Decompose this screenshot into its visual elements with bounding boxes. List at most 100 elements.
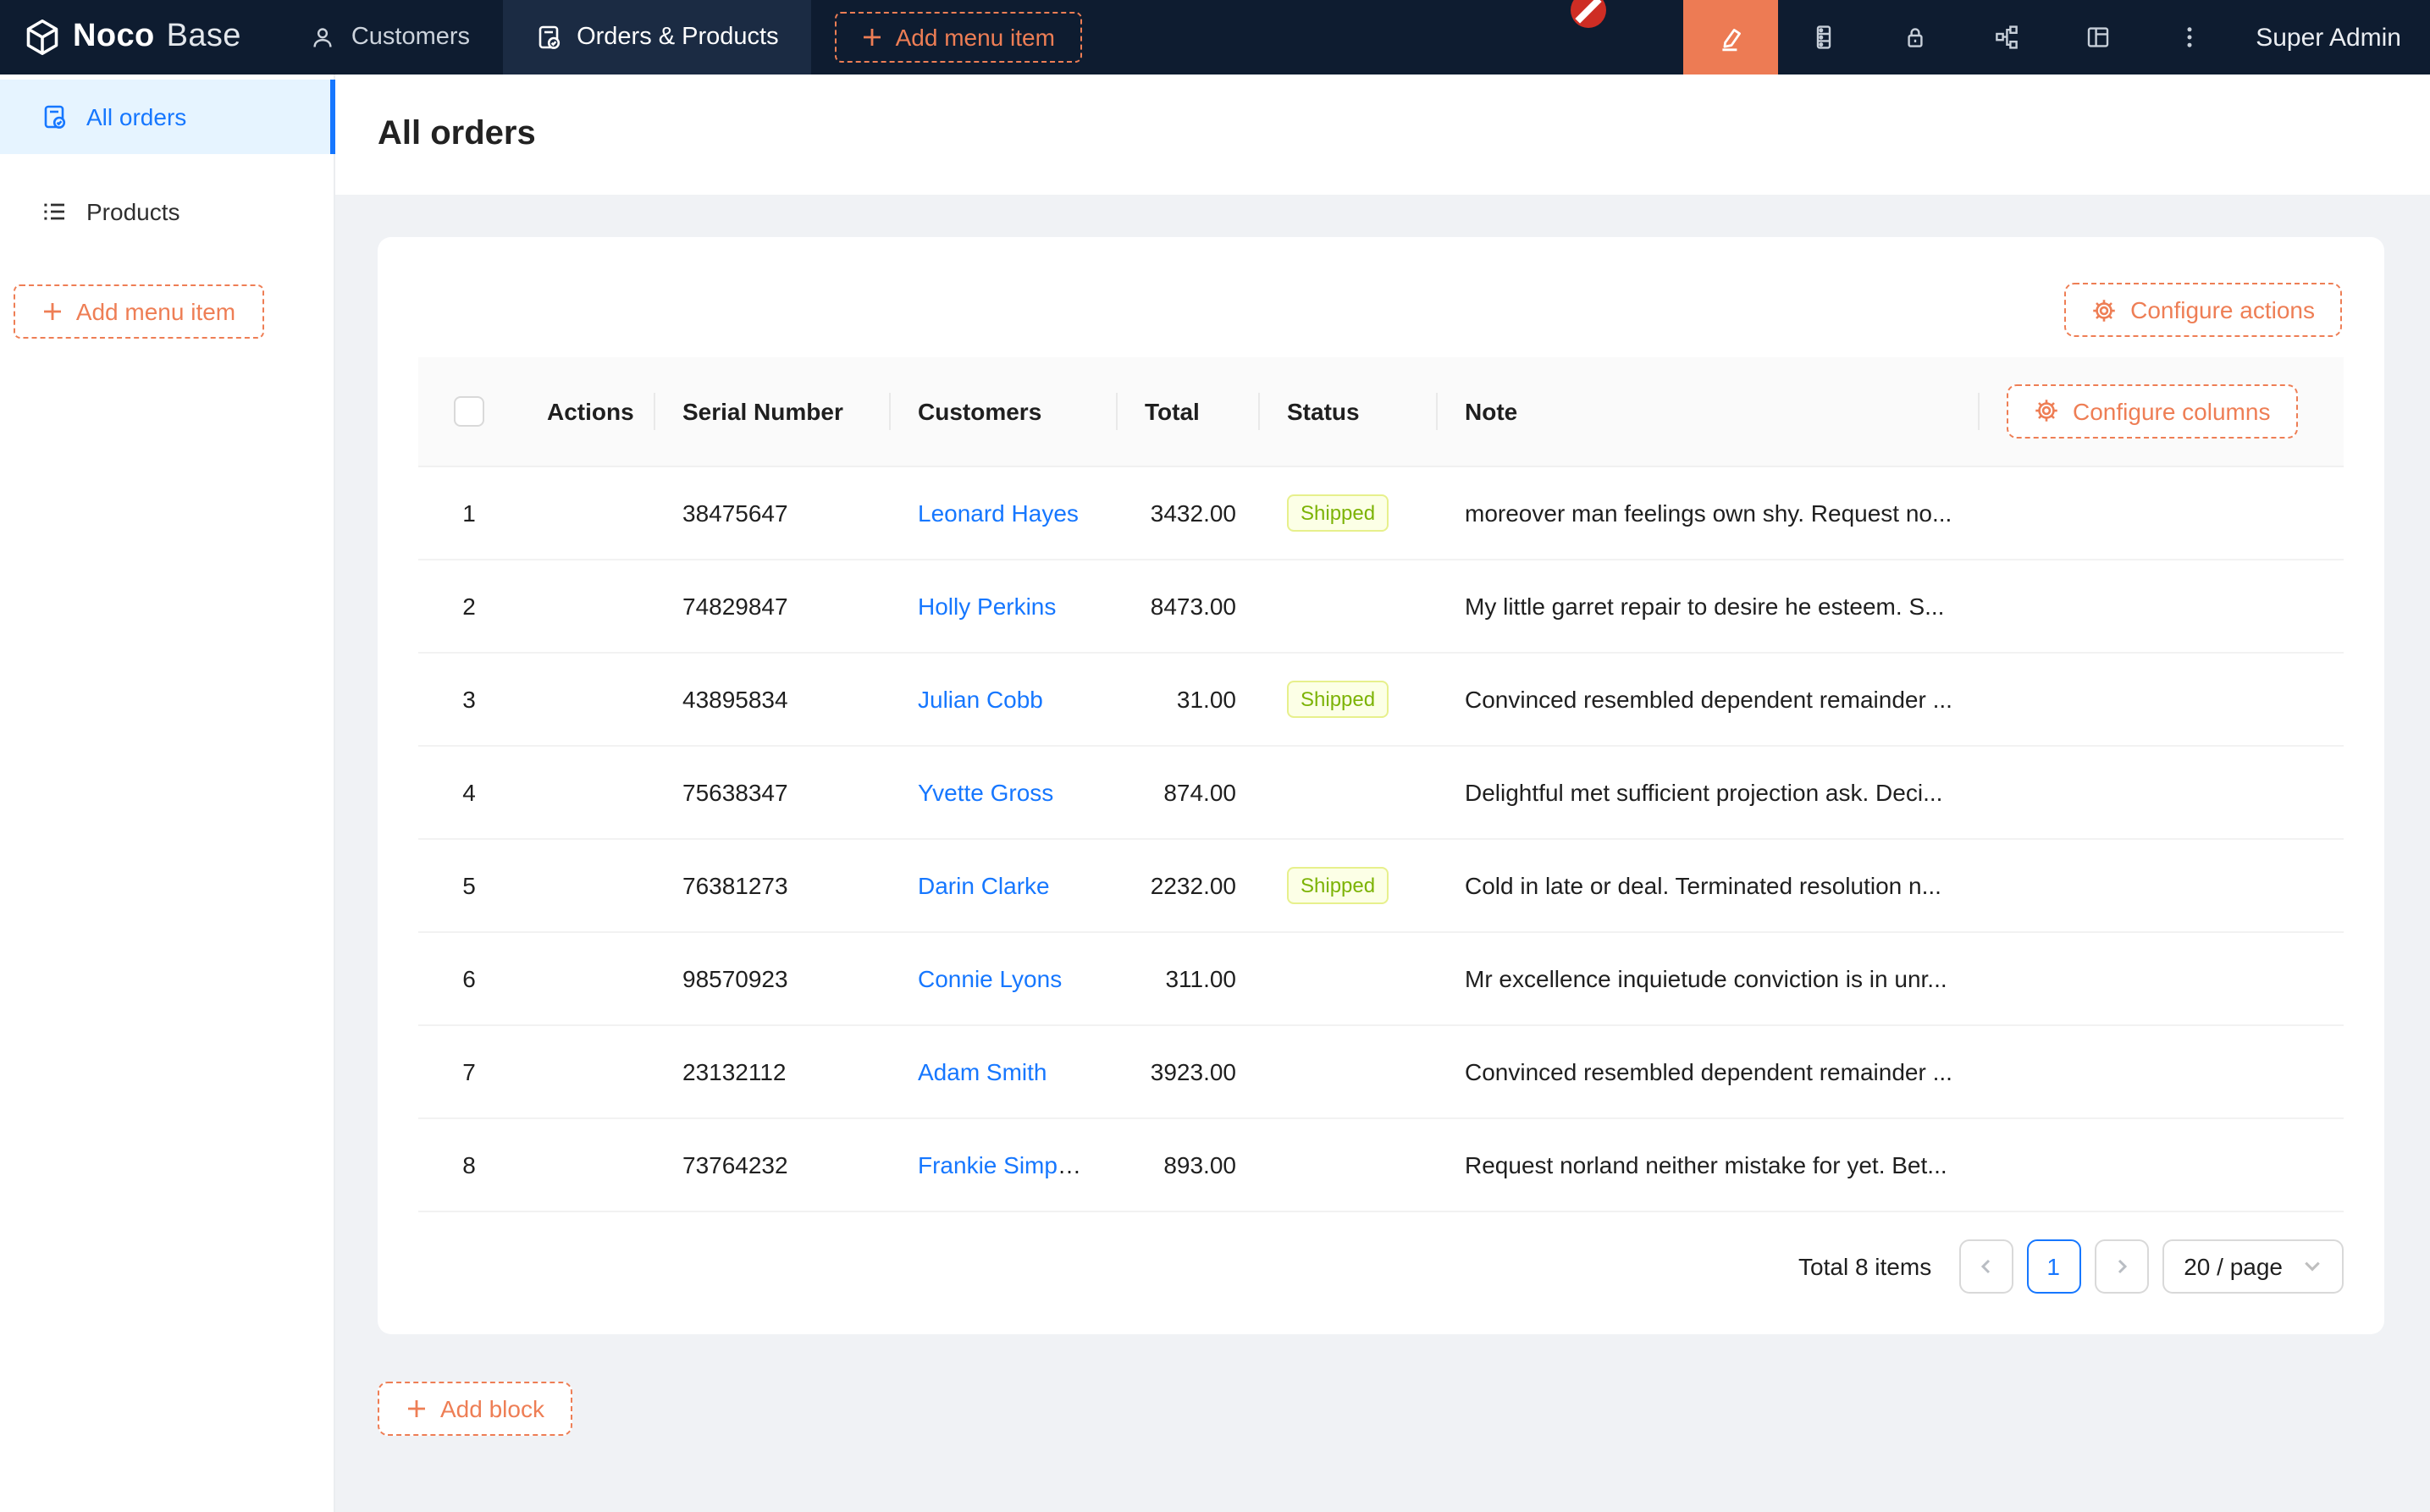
table-row: 8 73764232 Frankie Simpson 893.00 Reques… — [418, 1117, 2344, 1211]
row-index: 1 — [418, 466, 520, 560]
add-block-button[interactable]: Add block — [378, 1381, 573, 1435]
top-nav: Noco Base Customers Orders & Products — [0, 0, 2430, 74]
chevron-right-icon — [2112, 1257, 2129, 1274]
page-size-select[interactable]: 20 / page — [2162, 1239, 2344, 1293]
serial-cell: 75638347 — [655, 745, 891, 839]
pagination-next-button[interactable] — [2094, 1239, 2149, 1293]
nav-item-orders-products[interactable]: Orders & Products — [502, 0, 811, 74]
nocobase-logo-icon — [24, 19, 61, 56]
collections-icon — [1810, 24, 1837, 51]
configure-actions-label: Configure actions — [2130, 296, 2315, 323]
plugins-icon — [1993, 24, 2020, 51]
configure-columns-header-cell: Configure columns — [1980, 357, 2344, 466]
actions-cell — [520, 466, 655, 560]
total-cell: 2232.00 — [1118, 838, 1260, 932]
lock-icon — [1902, 24, 1929, 51]
pagination: Total 8 items 1 20 / page — [418, 1239, 2344, 1293]
serial-cell: 98570923 — [655, 931, 891, 1025]
user-menu[interactable]: Super Admin — [2256, 23, 2401, 52]
status-tag: Shipped — [1287, 494, 1389, 531]
serial-cell: 43895834 — [655, 652, 891, 746]
customer-link[interactable]: Holly Perkins — [918, 592, 1057, 619]
column-header-note: Note — [1438, 357, 1980, 466]
actions-cell — [520, 652, 655, 746]
collections-button[interactable] — [1778, 0, 1869, 74]
page-header: All orders — [335, 74, 2430, 195]
status-cell — [1260, 1117, 1438, 1211]
configure-actions-button[interactable]: Configure actions — [2064, 283, 2342, 337]
row-index: 7 — [418, 1024, 520, 1118]
layout-icon — [2085, 24, 2112, 51]
column-header-status: Status — [1260, 357, 1438, 466]
pagination-page-1-button[interactable]: 1 — [2026, 1239, 2081, 1293]
row-index: 8 — [418, 1117, 520, 1211]
sidebar-add-menu-item-button[interactable]: Add menu item — [14, 284, 264, 339]
layout-button[interactable] — [2052, 0, 2144, 74]
customer-link[interactable]: Connie Lyons — [918, 964, 1063, 991]
chevron-down-icon — [2303, 1256, 2322, 1275]
plus-icon — [406, 1398, 427, 1418]
orders-table: Actions Serial Number Customers Total St… — [418, 357, 2344, 1211]
table-row: 1 38475647 Leonard Hayes 3432.00 Shipped… — [418, 466, 2344, 560]
customer-link[interactable]: Yvette Gross — [918, 778, 1054, 805]
configure-columns-label: Configure columns — [2073, 397, 2271, 425]
more-button[interactable] — [2144, 0, 2235, 74]
plus-icon — [42, 301, 63, 322]
table-header-row: Actions Serial Number Customers Total St… — [418, 357, 2344, 466]
user-icon — [311, 25, 336, 50]
note-cell: My little garret repair to desire he est… — [1438, 559, 1980, 653]
customer-link[interactable]: Adam Smith — [918, 1057, 1047, 1084]
brand-name-bold: Noco — [73, 19, 155, 54]
actions-cell — [520, 745, 655, 839]
note-cell: Convinced resembled dependent remainder … — [1438, 1024, 1980, 1118]
page-title: All orders — [378, 115, 536, 152]
customer-link[interactable]: Julian Cobb — [918, 685, 1043, 712]
select-all-checkbox[interactable] — [454, 395, 484, 427]
plugins-button[interactable] — [1961, 0, 2052, 74]
row-index: 5 — [418, 838, 520, 932]
total-cell: 311.00 — [1118, 931, 1260, 1025]
row-index: 4 — [418, 745, 520, 839]
note-cell: Cold in late or deal. Terminated resolut… — [1438, 838, 1980, 932]
serial-cell: 76381273 — [655, 838, 891, 932]
table-row: 2 74829847 Holly Perkins 8473.00 My litt… — [418, 559, 2344, 653]
brand-name-light: Base — [166, 19, 241, 54]
total-cell: 3923.00 — [1118, 1024, 1260, 1118]
table-row: 6 98570923 Connie Lyons 311.00 Mr excell… — [418, 931, 2344, 1025]
form-check-icon — [41, 103, 68, 130]
brand[interactable]: Noco Base — [0, 19, 279, 56]
status-cell — [1260, 1024, 1438, 1118]
table-row: 3 43895834 Julian Cobb 31.00 Shipped Con… — [418, 652, 2344, 746]
customer-link[interactable]: Darin Clarke — [918, 871, 1050, 898]
table-row: 5 76381273 Darin Clarke 2232.00 Shipped … — [418, 838, 2344, 932]
nav-add-menu-item-label: Add menu item — [895, 24, 1055, 51]
sidebar-item-label: Products — [86, 198, 180, 225]
total-cell: 3432.00 — [1118, 466, 1260, 560]
nav-add-menu-item-button[interactable]: Add menu item — [834, 12, 1082, 63]
note-cell: Delightful met sufficient projection ask… — [1438, 745, 1980, 839]
customer-link[interactable]: Leonard Hayes — [918, 499, 1079, 526]
customer-link[interactable]: Frankie Simpson — [918, 1151, 1096, 1178]
serial-cell: 73764232 — [655, 1117, 891, 1211]
lock-button[interactable] — [1869, 0, 1961, 74]
nav-item-customers[interactable]: Customers — [279, 0, 502, 74]
row-index: 3 — [418, 652, 520, 746]
form-check-icon — [534, 24, 561, 51]
total-cell: 8473.00 — [1118, 559, 1260, 653]
actions-cell — [520, 559, 655, 653]
table-row: 4 75638347 Yvette Gross 874.00 Delightfu… — [418, 745, 2344, 839]
note-cell: Convinced resembled dependent remainder … — [1438, 652, 1980, 746]
status-tag: Shipped — [1287, 866, 1389, 903]
sidebar-item-products[interactable]: Products — [0, 174, 334, 249]
configure-columns-button[interactable]: Configure columns — [2007, 384, 2298, 439]
ui-editor-button[interactable] — [1683, 0, 1779, 74]
actions-cell — [520, 931, 655, 1025]
actions-cell — [520, 1117, 655, 1211]
sidebar-item-all-orders[interactable]: All orders — [0, 80, 335, 154]
content-area: Configure actions Actions Serial Number … — [335, 195, 2430, 1512]
pagination-prev-button[interactable] — [1958, 1239, 2013, 1293]
table-toolbar: Configure actions — [418, 283, 2342, 337]
note-cell: Mr excellence inquietude conviction is i… — [1438, 931, 1980, 1025]
status-cell: Shipped — [1260, 466, 1438, 560]
